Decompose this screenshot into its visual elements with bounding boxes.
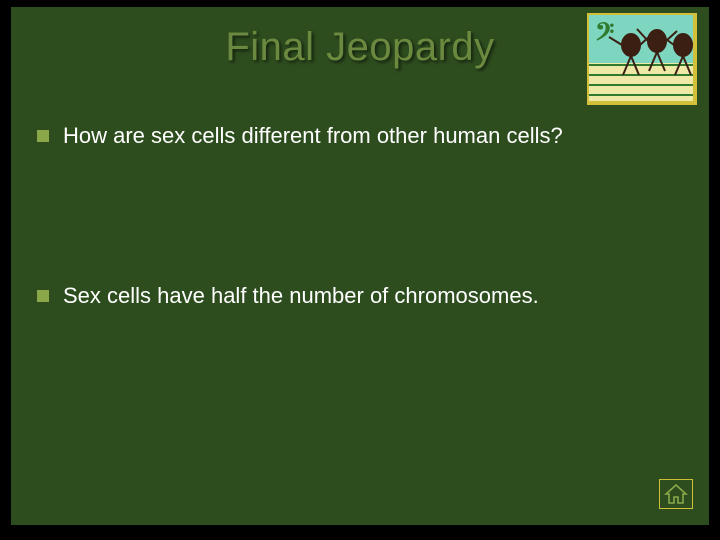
bullet-text: How are sex cells different from other h… [63,121,669,151]
home-button[interactable] [659,479,693,509]
bullet-marker-icon [37,290,49,302]
bullet-item: Sex cells have half the number of chromo… [37,281,669,311]
bullet-list: How are sex cells different from other h… [37,121,669,440]
corner-graphic: 𝄢 [587,13,697,105]
music-notes-icon: 𝄢 [589,15,697,105]
slide: Final Jeopardy 𝄢 [10,6,710,526]
svg-text:𝄢: 𝄢 [595,19,614,52]
bullet-marker-icon [37,130,49,142]
house-icon [664,483,688,505]
bullet-item: How are sex cells different from other h… [37,121,669,151]
bullet-text: Sex cells have half the number of chromo… [63,281,669,311]
